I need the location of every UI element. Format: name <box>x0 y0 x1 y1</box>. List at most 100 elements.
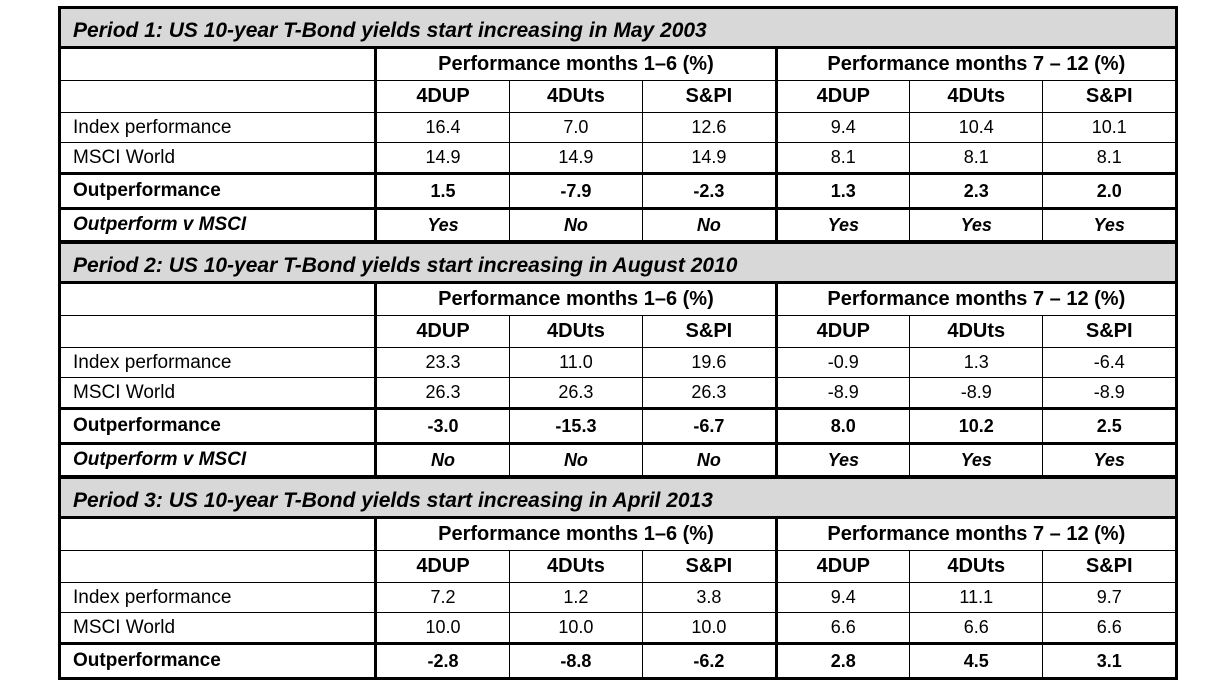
verdict-cell: Yes <box>375 208 510 241</box>
value-cell: 26.3 <box>508 377 644 409</box>
verdict-cell: No <box>375 443 510 476</box>
group-header-months-1-6: Performance months 1–6 (%) <box>375 516 778 551</box>
period-title: Period 2: US 10-year T-Bond yields start… <box>58 241 1178 284</box>
value-cell: 1.3 <box>775 172 911 210</box>
value-cell: -8.9 <box>909 377 1044 409</box>
value-cell: -6.2 <box>642 642 778 680</box>
column-header: S&PI <box>1042 550 1178 583</box>
verdict-cell: Yes <box>775 208 911 241</box>
column-header: S&PI <box>1042 315 1178 348</box>
value-cell: 16.4 <box>375 112 510 143</box>
value-cell: 9.7 <box>1042 582 1178 613</box>
value-cell: 3.8 <box>642 582 778 613</box>
value-cell: -2.3 <box>642 172 778 210</box>
value-cell: 2.0 <box>1042 172 1178 210</box>
value-cell: 9.4 <box>775 582 911 613</box>
value-cell: 6.6 <box>775 612 911 644</box>
column-header: 4DUts <box>909 80 1044 113</box>
row-label-outperformance: Outperformance <box>57 172 378 210</box>
row-label-msci: MSCI World <box>57 377 378 409</box>
group-header-months-7-12: Performance months 7 – 12 (%) <box>775 281 1179 316</box>
verdict-cell: No <box>642 443 778 476</box>
verdict-cell: Yes <box>1042 208 1178 241</box>
value-cell: -7.9 <box>508 172 644 210</box>
value-cell: 10.2 <box>909 407 1044 445</box>
value-cell: 10.1 <box>1042 112 1178 143</box>
group-header-months-7-12: Performance months 7 – 12 (%) <box>775 516 1179 551</box>
column-header: 4DUts <box>508 80 644 113</box>
column-header: 4DUts <box>508 315 644 348</box>
verdict-cell: No <box>508 208 644 241</box>
group-header-months-1-6: Performance months 1–6 (%) <box>375 46 778 81</box>
value-cell: 7.2 <box>375 582 510 613</box>
value-cell: -6.4 <box>1042 347 1178 378</box>
column-header: 4DUP <box>775 80 911 113</box>
column-header: 4DUP <box>375 550 510 583</box>
performance-document: Period 1: US 10-year T-Bond yields start… <box>57 6 1179 680</box>
value-cell: 2.3 <box>909 172 1044 210</box>
row-label-outperformance: Outperformance <box>57 642 378 680</box>
row-label-index: Index performance <box>57 347 378 378</box>
value-cell: 10.0 <box>375 612 510 644</box>
value-cell: -8.9 <box>1042 377 1178 409</box>
value-cell: 14.9 <box>375 142 510 174</box>
blank-cell <box>57 315 378 348</box>
verdict-cell: Yes <box>909 208 1044 241</box>
value-cell: 10.0 <box>642 612 778 644</box>
column-header: 4DUP <box>375 315 510 348</box>
value-cell: 10.0 <box>508 612 644 644</box>
value-cell: 14.9 <box>642 142 778 174</box>
row-label-msci: MSCI World <box>57 612 378 644</box>
value-cell: 7.0 <box>508 112 644 143</box>
verdict-cell: No <box>642 208 778 241</box>
column-header: S&PI <box>1042 80 1178 113</box>
value-cell: -0.9 <box>775 347 911 378</box>
value-cell: 10.4 <box>909 112 1044 143</box>
value-cell: 2.8 <box>775 642 911 680</box>
column-header: 4DUts <box>909 315 1044 348</box>
value-cell: 1.5 <box>375 172 510 210</box>
value-cell: 2.5 <box>1042 407 1178 445</box>
value-cell: 8.1 <box>1042 142 1178 174</box>
verdict-cell: Yes <box>1042 443 1178 476</box>
value-cell: -15.3 <box>508 407 644 445</box>
value-cell: 11.1 <box>909 582 1044 613</box>
row-label-msci: MSCI World <box>57 142 378 174</box>
value-cell: 6.6 <box>909 612 1044 644</box>
column-header: 4DUP <box>775 550 911 583</box>
value-cell: 8.1 <box>775 142 911 174</box>
value-cell: 1.2 <box>508 582 644 613</box>
group-header-months-7-12: Performance months 7 – 12 (%) <box>775 46 1179 81</box>
row-label-verdict: Outperform v MSCI <box>57 208 378 241</box>
verdict-cell: Yes <box>909 443 1044 476</box>
column-header: 4DUP <box>375 80 510 113</box>
blank-cell <box>57 46 378 81</box>
group-header-months-1-6: Performance months 1–6 (%) <box>375 281 778 316</box>
row-label-verdict: Outperform v MSCI <box>57 443 378 476</box>
period-title: Period 3: US 10-year T-Bond yields start… <box>58 476 1178 519</box>
value-cell: 19.6 <box>642 347 778 378</box>
value-cell: 9.4 <box>775 112 911 143</box>
blank-cell <box>57 550 378 583</box>
value-cell: -8.8 <box>508 642 644 680</box>
column-header: S&PI <box>642 315 778 348</box>
blank-cell <box>57 516 378 551</box>
column-header: 4DUP <box>775 315 911 348</box>
value-cell: 8.0 <box>775 407 911 445</box>
value-cell: 26.3 <box>375 377 510 409</box>
value-cell: -8.9 <box>775 377 911 409</box>
blank-cell <box>57 281 378 316</box>
period-title: Period 1: US 10-year T-Bond yields start… <box>58 6 1178 49</box>
blank-cell <box>57 80 378 113</box>
row-label-index: Index performance <box>57 582 378 613</box>
column-header: 4DUts <box>909 550 1044 583</box>
period-3-table: Period 3: US 10-year T-Bond yields start… <box>57 476 1179 680</box>
column-header: 4DUts <box>508 550 644 583</box>
value-cell: 1.3 <box>909 347 1044 378</box>
column-header: S&PI <box>642 550 778 583</box>
value-cell: 23.3 <box>375 347 510 378</box>
value-cell: 8.1 <box>909 142 1044 174</box>
value-cell: -6.7 <box>642 407 778 445</box>
period-1-table: Period 1: US 10-year T-Bond yields start… <box>57 6 1179 241</box>
verdict-cell: No <box>508 443 644 476</box>
